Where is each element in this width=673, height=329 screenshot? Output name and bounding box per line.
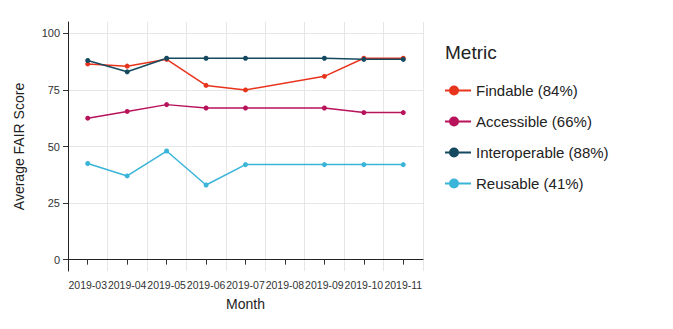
svg-text:50: 50 — [48, 141, 60, 153]
svg-text:75: 75 — [48, 84, 60, 96]
svg-text:2019-05: 2019-05 — [147, 279, 186, 291]
svg-text:Accessible (66%): Accessible (66%) — [476, 113, 592, 130]
svg-text:Average FAIR Score: Average FAIR Score — [11, 83, 27, 211]
svg-text:Findable (84%): Findable (84%) — [476, 82, 578, 99]
svg-text:Metric: Metric — [445, 42, 497, 63]
svg-text:Reusable (41%): Reusable (41%) — [476, 175, 584, 192]
svg-text:2019-07: 2019-07 — [226, 279, 265, 291]
svg-text:100: 100 — [42, 27, 60, 39]
svg-text:0: 0 — [54, 254, 60, 266]
svg-text:Month: Month — [226, 296, 265, 312]
svg-text:2019-04: 2019-04 — [108, 279, 147, 291]
svg-text:2019-10: 2019-10 — [345, 279, 384, 291]
svg-text:Interoperable (88%): Interoperable (88%) — [476, 144, 609, 161]
svg-text:25: 25 — [48, 197, 60, 209]
svg-text:2019-06: 2019-06 — [187, 279, 226, 291]
svg-text:2019-08: 2019-08 — [266, 279, 305, 291]
svg-text:2019-11: 2019-11 — [384, 279, 422, 291]
svg-text:2019-03: 2019-03 — [68, 279, 107, 291]
svg-text:2019-09: 2019-09 — [305, 279, 344, 291]
